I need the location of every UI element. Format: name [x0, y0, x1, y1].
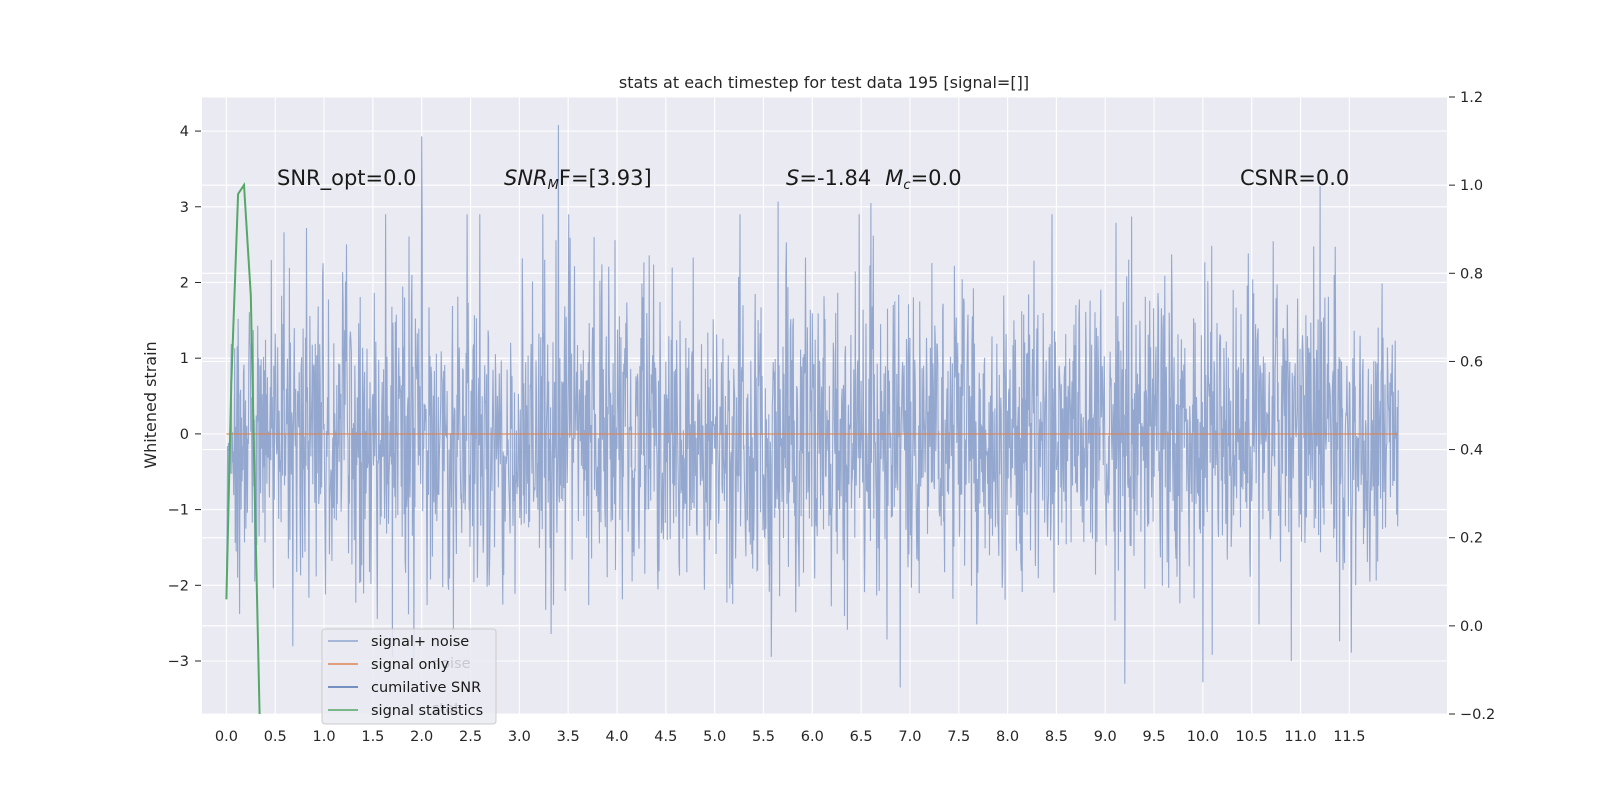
x-tick-label: 10.0: [1187, 729, 1219, 745]
y-tick-label: −1: [168, 503, 189, 519]
x-tick-label: 3.0: [508, 729, 531, 745]
x-tick-label: 6.5: [850, 729, 873, 745]
y-tick-label: −2: [168, 578, 189, 594]
y2-axis-ticks: 1.2 1.0 0.8 0.6 0.4 0.2 0.0 −0.2: [1449, 90, 1495, 723]
y-tick-label: 2: [180, 275, 189, 291]
legend-label-cumilative-snr: cumilative SNR: [371, 680, 481, 696]
x-tick-label: 8.5: [1045, 729, 1068, 745]
x-tick-label: 11.5: [1333, 729, 1365, 745]
legend-ghost-text-2: stat: [432, 701, 460, 717]
y2-tick-label: 0.6: [1460, 354, 1483, 370]
legend-label-signal-statistics: signal statistics: [371, 703, 483, 719]
series-signal-plus-noise: [225, 124, 1399, 688]
y-tick-label: −3: [168, 654, 189, 670]
x-tick-label: 10.5: [1236, 729, 1268, 745]
signal-statistics-line: [225, 182, 261, 715]
y-tick-label: 3: [180, 200, 189, 216]
annotation-snr-opt: SNR_opt=0.0: [277, 166, 417, 191]
signal-plus-noise-line: [225, 124, 1399, 688]
x-tick-label: 0.0: [215, 729, 238, 745]
y2-tick-label: −0.2: [1460, 707, 1495, 723]
series-signal-statistics: [225, 182, 261, 715]
legend-ghost-text-1: noise: [432, 656, 471, 672]
x-tick-label: 2.0: [410, 729, 433, 745]
legend: noise stat signal+ noise signal only cum…: [321, 628, 497, 725]
y2-tick-label: 0.8: [1460, 266, 1483, 282]
x-tick-label: 4.0: [605, 729, 628, 745]
x-tick-label: 1.5: [361, 729, 384, 745]
y-axis-label: Whitened strain: [141, 341, 160, 468]
y2-tick-label: 0.2: [1460, 531, 1483, 547]
x-tick-label: 2.5: [459, 729, 482, 745]
y-tick-label: 4: [180, 124, 189, 140]
x-tick-label: 5.0: [703, 729, 726, 745]
legend-label-signal-only: signal only: [371, 657, 450, 673]
y-tick-label: 0: [180, 427, 189, 443]
x-axis-ticks: 0.0 0.5 1.0 1.5 2.0 2.5 3.0 3.5 4.0 4.5 5.0 5.5 6.0 6…: [215, 729, 1366, 745]
annotation-snr-mf: SNRMF=[3.93]: [504, 166, 652, 193]
annotation-csnr: CSNR=0.0: [1240, 166, 1349, 190]
y2-tick-label: 0.0: [1460, 619, 1483, 635]
x-tick-label: 7.5: [947, 729, 970, 745]
annotation-s-mc: S=-1.84 Mc=0.0: [786, 166, 962, 193]
x-tick-label: 9.5: [1143, 729, 1166, 745]
y-axis-ticks: 4 3 2 1 0 −1 −2 −3: [168, 124, 201, 670]
y2-tick-label: 1.2: [1460, 90, 1483, 106]
chart-title: stats at each timestep for test data 195…: [619, 73, 1029, 92]
legend-label-signal-plus-noise: signal+ noise: [371, 634, 469, 650]
x-tick-label: 8.0: [996, 729, 1019, 745]
x-tick-label: 6.0: [801, 729, 824, 745]
x-tick-label: 9.0: [1094, 729, 1117, 745]
y2-tick-label: 0.4: [1460, 443, 1483, 459]
x-tick-label: 0.5: [264, 729, 287, 745]
x-tick-label: 4.5: [654, 729, 677, 745]
y2-tick-label: 1.0: [1460, 178, 1483, 194]
y-tick-label: 1: [180, 351, 189, 367]
x-tick-label: 7.0: [898, 729, 921, 745]
x-tick-label: 5.5: [752, 729, 775, 745]
x-tick-label: 3.5: [557, 729, 580, 745]
x-tick-label: 1.0: [313, 729, 336, 745]
legend-box: [321, 628, 497, 725]
x-tick-label: 11.0: [1284, 729, 1316, 745]
